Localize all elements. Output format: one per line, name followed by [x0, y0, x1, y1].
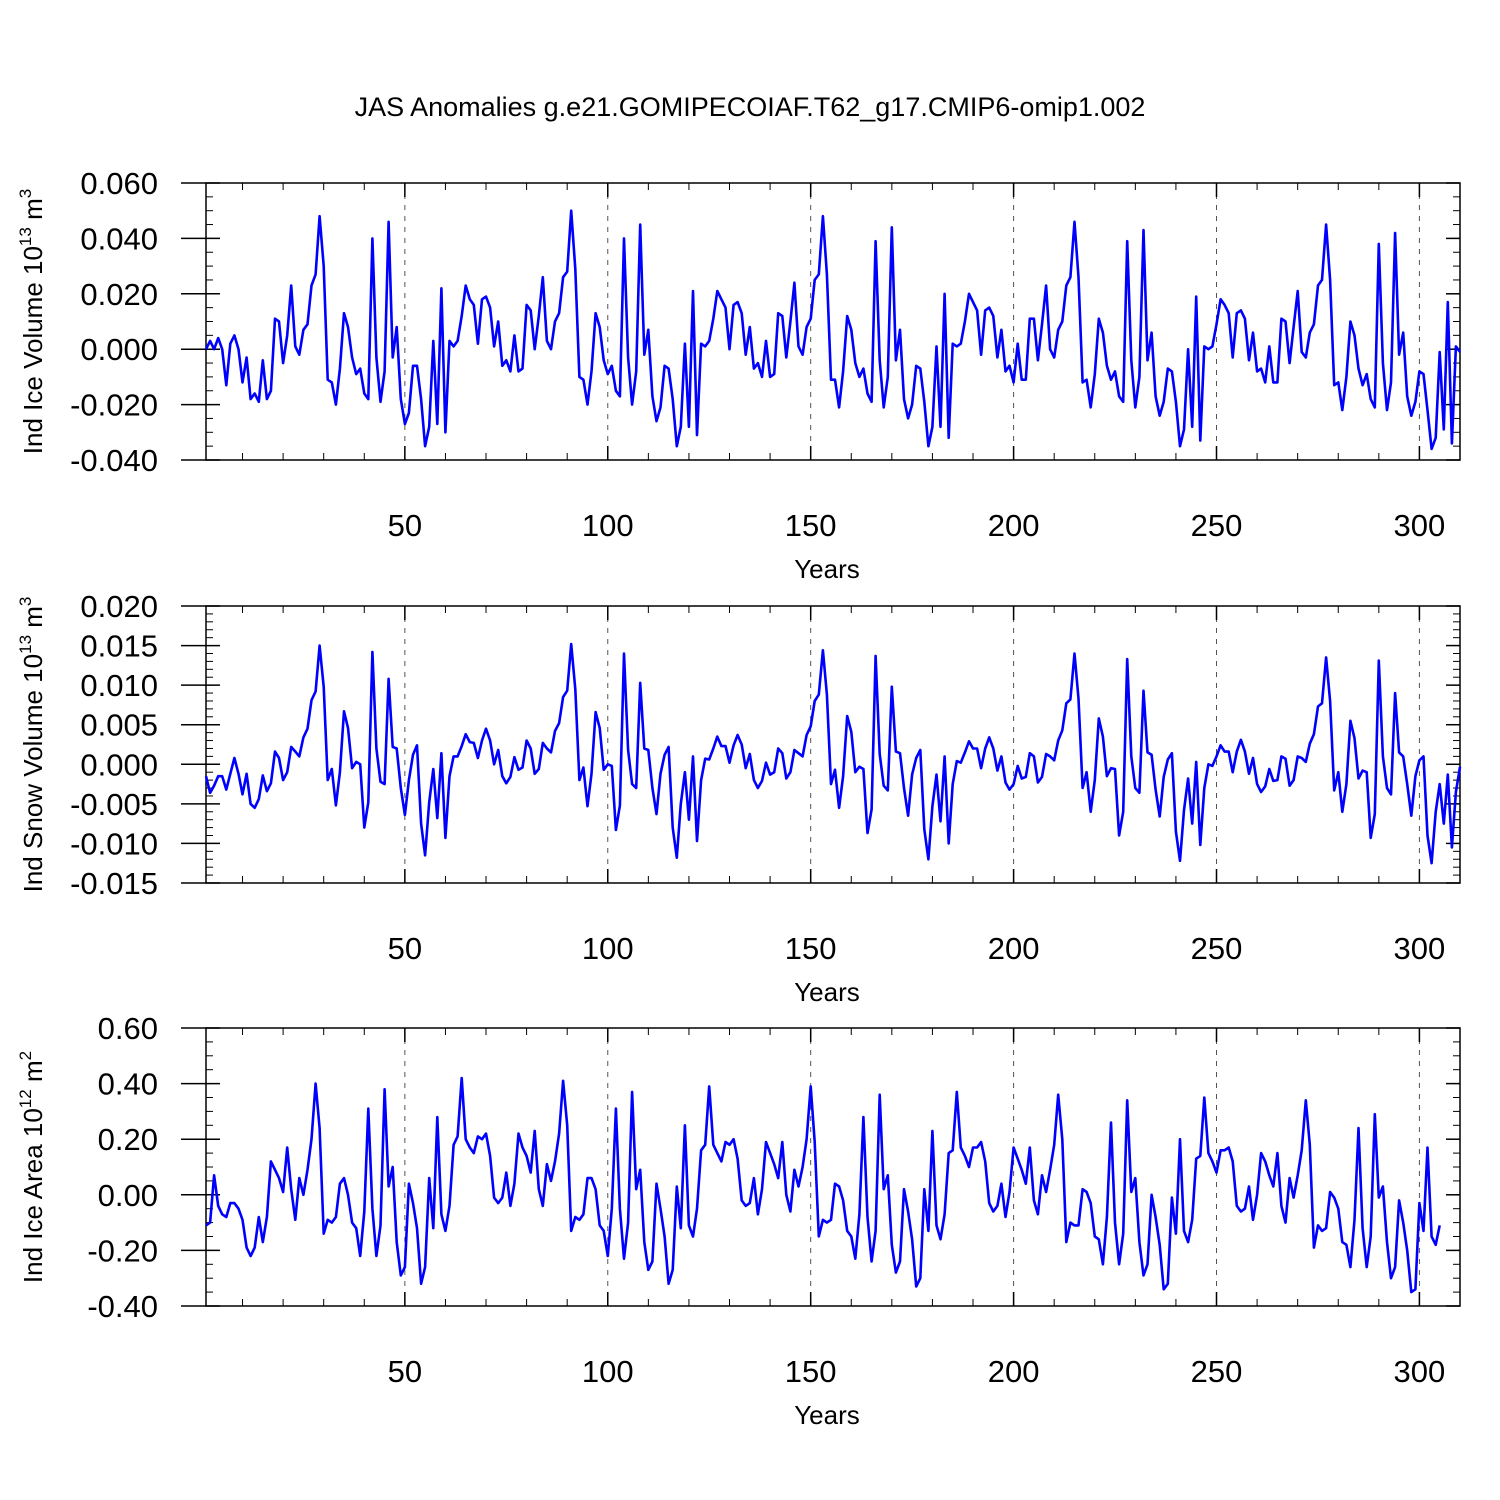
y-tick-label: 0.040 [80, 221, 158, 256]
y-tick-label: -0.020 [70, 388, 158, 423]
x-axis-label: Years [794, 1400, 860, 1430]
y-tick-label: -0.40 [87, 1289, 158, 1324]
chart-panel-3: -0.40 -0.20 0.00 0.20 0.40 0.60 50 100 150 200 250… [16, 1011, 1461, 1430]
y-tick-label: 0.40 [98, 1067, 158, 1102]
y-axis-label-unit: m [18, 1060, 48, 1089]
y-tick-label: -0.20 [87, 1233, 158, 1268]
x-axis-label: Years [794, 554, 860, 584]
y-tick-label: -0.015 [70, 866, 158, 901]
x-tick-label: 200 [988, 1354, 1040, 1389]
y-tick-label: 0.020 [80, 277, 158, 312]
x-tick-label: 200 [988, 508, 1040, 543]
y-axis-label-exponent: 13 [16, 227, 35, 246]
data-series-line [205, 1076, 1441, 1294]
y-axis-label: Ind Ice Area 1012 m2 [16, 1051, 48, 1283]
x-axis-label: Years [794, 977, 860, 1007]
y-axis-label-unit: m [18, 198, 48, 227]
x-tick-label: 300 [1394, 1354, 1446, 1389]
x-tick-label: 150 [785, 1354, 837, 1389]
plot-frame [205, 182, 1461, 461]
chart-panel-2: -0.015 -0.010 -0.005 0.000 0.005 0.010 0.015 0.… [16, 589, 1462, 1007]
y-tick-label: 0.00 [98, 1178, 158, 1213]
y-axis-label-unit-exponent: 3 [16, 189, 35, 198]
y-tick-label: 0.000 [80, 332, 158, 367]
y-axis-label-text: Ind Snow Volume 10 [18, 654, 48, 893]
x-tick-label: 300 [1394, 508, 1446, 543]
plot-frame [205, 1027, 1461, 1307]
x-tick-label: 250 [1191, 1354, 1243, 1389]
x-tick-label: 250 [1191, 508, 1243, 543]
y-tick-label: 0.000 [80, 747, 158, 782]
y-tick-label: 0.20 [98, 1122, 158, 1157]
y-axis-label: Ind Ice Volume 1013 m3 [16, 189, 48, 454]
x-tick-label: 100 [582, 1354, 634, 1389]
x-tick-label: 100 [582, 508, 634, 543]
y-axis-label-exponent: 12 [16, 1089, 35, 1108]
y-axis-label-text: Ind Ice Volume 10 [18, 246, 48, 454]
x-tick-label: 50 [388, 508, 422, 543]
x-tick-label: 200 [988, 931, 1040, 966]
y-tick-label: 0.020 [80, 589, 158, 624]
y-axis-label-unit-exponent: 3 [16, 597, 35, 606]
y-tick-label: 0.005 [80, 708, 158, 743]
data-series-line [204, 209, 1462, 451]
x-tick-label: 300 [1394, 931, 1446, 966]
data-series-line [204, 642, 1462, 865]
y-axis-label-exponent: 13 [16, 635, 35, 654]
y-axis-label: Ind Snow Volume 1013 m3 [16, 597, 48, 893]
x-tick-label: 150 [785, 508, 837, 543]
x-tick-label: 100 [582, 931, 634, 966]
chart-title: JAS Anomalies g.e21.GOMIPECOIAF.T62_g17.… [354, 92, 1146, 122]
chart-panel-1: -0.040 -0.020 0.000 0.020 0.040 0.060 50 100 150… [16, 166, 1462, 584]
y-tick-label: -0.010 [70, 826, 158, 861]
y-tick-label: 0.015 [80, 629, 158, 664]
y-tick-label: 0.60 [98, 1011, 158, 1046]
y-tick-label: -0.005 [70, 787, 158, 822]
x-tick-label: 250 [1191, 931, 1243, 966]
x-tick-label: 50 [388, 931, 422, 966]
y-axis-label-text: Ind Ice Area 10 [18, 1108, 48, 1283]
y-axis-label-unit: m [18, 606, 48, 635]
y-tick-label: -0.040 [70, 443, 158, 478]
plot-frame [205, 605, 1461, 884]
y-tick-label: 0.060 [80, 166, 158, 201]
y-axis-label-unit-exponent: 2 [16, 1051, 35, 1060]
x-tick-label: 50 [388, 1354, 422, 1389]
x-tick-label: 150 [785, 931, 837, 966]
y-tick-label: 0.010 [80, 668, 158, 703]
